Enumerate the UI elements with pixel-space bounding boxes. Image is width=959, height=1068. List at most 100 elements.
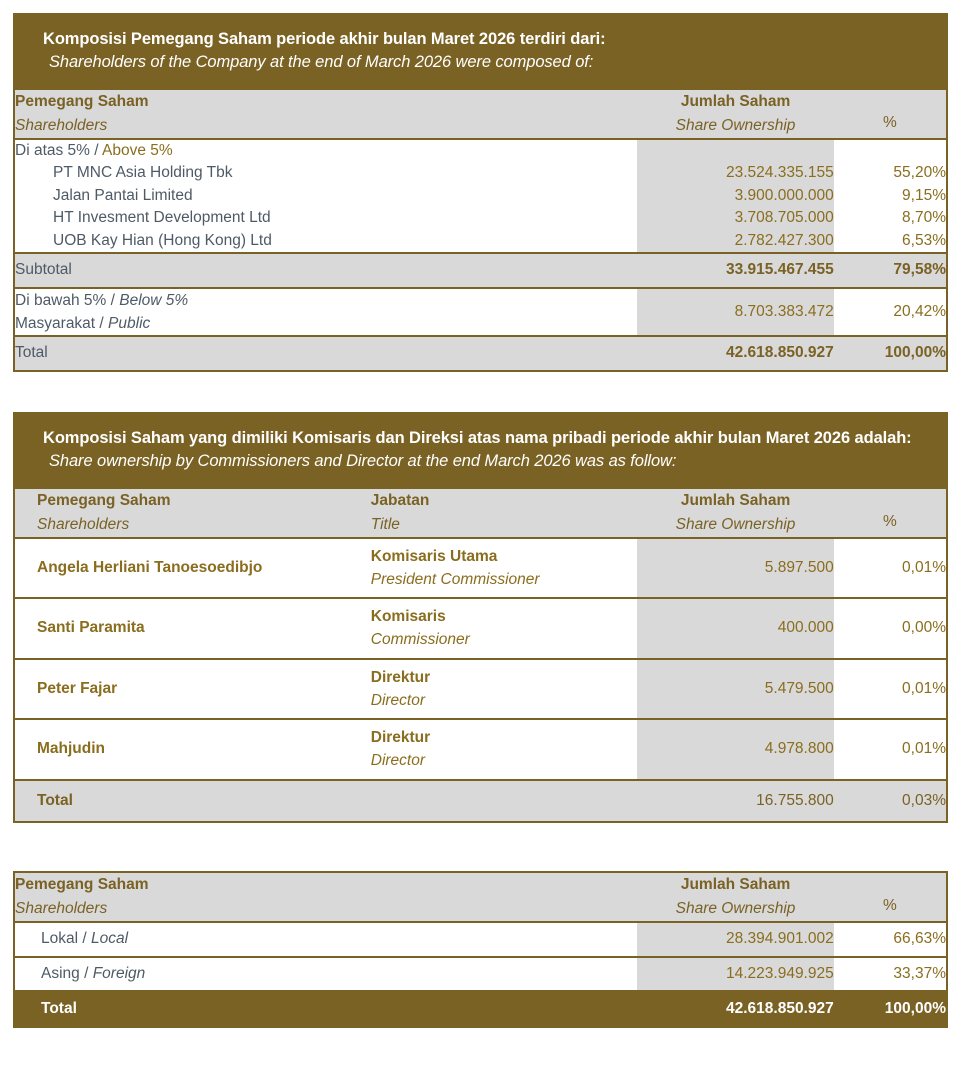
table-row: PT MNC Asia Holding Tbk 23.524.335.155 5… — [14, 162, 947, 185]
table2-header-row: Pemegang Saham Shareholders Jabatan Titl… — [14, 487, 947, 539]
officer-shares: 5.479.500 — [637, 657, 834, 720]
table3-header-row: Pemegang Saham Shareholders Jumlah Saham… — [14, 872, 947, 924]
table3-total-row: Total 42.618.850.927 100,00% — [14, 989, 947, 1028]
management-shareholding-table: Pemegang Saham Shareholders Jabatan Titl… — [13, 486, 948, 823]
shareholder-composition-page: Komposisi Pemegang Saham periode akhir b… — [13, 13, 948, 1029]
origin-shares: 28.394.901.002 — [637, 922, 834, 957]
table-row: Jalan Pantai Limited 3.900.000.000 9,15% — [14, 184, 947, 208]
table2-header-shares-en: Share Ownership — [675, 515, 796, 533]
below-threshold-label: Di bawah 5% / Below 5% Masyarakat / Publ… — [14, 288, 637, 337]
total-label: Total — [14, 335, 638, 371]
table2-header-shareholders-id: Pemegang Saham — [37, 491, 171, 509]
table2-caption-indonesian: Komposisi Saham yang dimiliki Komisaris … — [43, 428, 912, 447]
total-percent: 100,00% — [833, 335, 947, 371]
table2-header-title-en: Title — [370, 515, 400, 533]
below-line2: Masyarakat / Public — [15, 312, 637, 335]
table2-header-shares: Jumlah Saham Share Ownership — [637, 487, 834, 539]
shareholder-shares: 3.708.705.000 — [637, 207, 834, 230]
table1-header-shares: Jumlah Saham Share Ownership — [637, 88, 834, 140]
shareholder-name: Jalan Pantai Limited — [53, 186, 193, 204]
total-label: Total — [14, 989, 638, 1028]
origin-percent: 66,63% — [893, 930, 946, 948]
table1-caption-indonesian: Komposisi Pemegang Saham periode akhir b… — [43, 30, 606, 48]
officer-shares: 400.000 — [637, 597, 834, 659]
origin-label-id: Asing — [41, 964, 80, 982]
below-line2-en: Public — [108, 314, 151, 332]
shareholder-shares: 2.782.427.300 — [637, 229, 834, 254]
table1-group-label: Di atas 5% / Above 5% — [14, 139, 637, 162]
table3-header-shares-en: Share Ownership — [675, 900, 796, 918]
origin-percent: 33,37% — [833, 955, 947, 991]
table1-header-percent: % — [833, 88, 947, 140]
group-label-en: Above 5% — [102, 141, 173, 159]
below-line1-id: Di bawah 5% — [15, 291, 107, 309]
total-label: Total — [14, 778, 367, 822]
table1-header-shares-id: Jumlah Saham — [680, 92, 791, 110]
officer-title-en: President Commissioner — [370, 570, 540, 588]
table1-header-shareholders-en: Shareholders — [15, 116, 108, 134]
table1-header-shares-en: Share Ownership — [675, 116, 796, 134]
officer-title: Direktur Director — [366, 718, 638, 780]
table1-header-shareholders: Pemegang Saham Shareholders — [14, 88, 638, 140]
origin-label: Lokal / Local — [14, 922, 637, 956]
origin-label-id: Lokal — [41, 930, 79, 948]
shareholder-percent: 6,53% — [902, 231, 946, 249]
below-line2-id: Masyarakat — [15, 314, 96, 332]
table1-group-shares-spacer — [637, 138, 834, 163]
table3-header-shareholders-en: Shareholders — [15, 900, 108, 918]
officer-name: Angela Herliani Tanoesoedibjo — [37, 558, 263, 576]
total-shares: 42.618.850.927 — [637, 335, 834, 371]
group-label-id: Di atas 5% — [15, 141, 90, 159]
table2-caption-english: Share ownership by Commissioners and Dir… — [49, 452, 677, 471]
officer-title-en: Director — [370, 691, 426, 709]
below-line2-sep: / — [95, 314, 109, 332]
table-row: Asing / Foreign 14.223.949.925 33,37% — [14, 955, 947, 991]
officer-title-en: Director — [370, 752, 426, 770]
officer-title-id: Komisaris Utama — [370, 547, 498, 565]
total-shares: 16.755.800 — [637, 778, 834, 822]
table2-caption-band: Komposisi Saham yang dimiliki Komisaris … — [13, 411, 948, 487]
table2-table3-spacer — [13, 823, 948, 871]
origin-label-sep: / — [78, 930, 91, 948]
total-percent: 0,03% — [833, 778, 947, 822]
officer-title-id: Komisaris — [370, 608, 446, 626]
table1-total-row: Total 42.618.850.927 100,00% — [14, 335, 947, 371]
table2-header-shareholders-en: Shareholders — [37, 515, 130, 533]
officer-title: Komisaris Commissioner — [366, 597, 638, 659]
table1-table2-spacer — [13, 372, 948, 412]
table1-caption-english: Shareholders of the Company at the end o… — [49, 53, 594, 72]
shareholder-shares: 23.524.335.155 — [637, 162, 834, 185]
table3-header-shares-id: Jumlah Saham — [680, 876, 791, 893]
total-percent: 100,00% — [833, 989, 947, 1028]
table-row: Santi Paramita Komisaris Commissioner 40… — [14, 597, 947, 659]
table2-header-title-id: Jabatan — [370, 491, 430, 509]
table2-total-row: Total 16.755.800 0,03% — [14, 778, 947, 822]
below-line1-sep: / — [106, 291, 120, 309]
table-row: Angela Herliani Tanoesoedibjo Komisaris … — [14, 537, 947, 599]
table3-header-shareholders: Pemegang Saham Shareholders — [14, 872, 638, 924]
origin-label-en: Local — [90, 930, 129, 948]
table3-header-shares: Jumlah Saham Share Ownership — [637, 872, 834, 924]
table2-header-shareholders: Pemegang Saham Shareholders — [14, 487, 367, 539]
origin-shares: 14.223.949.925 — [637, 955, 834, 991]
officer-shares: 5.897.500 — [637, 537, 834, 599]
table2-header-percent: % — [833, 487, 947, 539]
table1-below-row: Di bawah 5% / Below 5% Masyarakat / Publ… — [14, 287, 947, 337]
shareholder-name: HT Invesment Development Ltd — [53, 209, 271, 227]
table1-header-row: Pemegang Saham Shareholders Jumlah Saham… — [14, 88, 947, 140]
officer-name: Santi Paramita — [14, 597, 367, 659]
table1-group-header-row: Di atas 5% / Above 5% — [14, 138, 947, 163]
table2-header-shares-id: Jumlah Saham — [680, 491, 791, 509]
officer-title-id: Direktur — [370, 729, 431, 747]
shareholder-name: UOB Kay Hian (Hong Kong) Ltd — [53, 231, 272, 249]
origin-label-en: Foreign — [92, 964, 146, 982]
officer-percent: 0,00% — [833, 597, 947, 659]
local-foreign-ownership-table: Pemegang Saham Shareholders Jumlah Saham… — [13, 871, 948, 1029]
officer-percent: 0,01% — [833, 657, 947, 720]
officer-title: Direktur Director — [366, 657, 638, 720]
below-threshold-shares: 8.703.383.472 — [637, 287, 834, 337]
shareholder-percent: 9,15% — [902, 186, 946, 204]
officer-name: Peter Fajar — [14, 657, 367, 720]
table2-header-title: Jabatan Title — [366, 487, 638, 539]
table-row: HT Invesment Development Ltd 3.708.705.0… — [14, 207, 947, 230]
